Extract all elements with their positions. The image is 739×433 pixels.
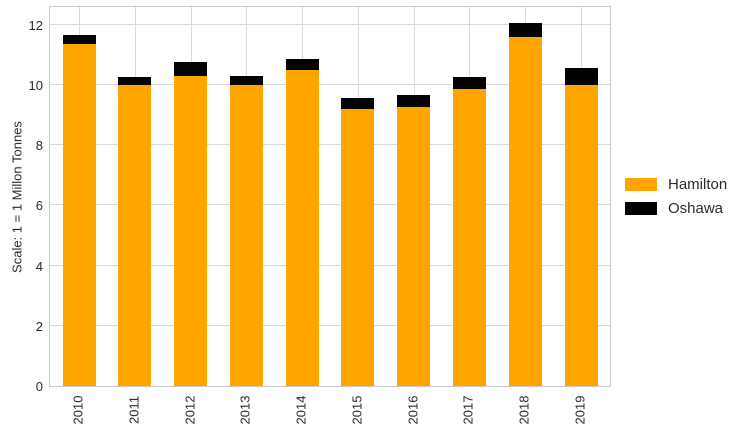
x-tick-label-2018: 2018 — [516, 395, 532, 425]
bar-segment-oshawa-2011 — [118, 77, 152, 85]
bar-segment-oshawa-2010 — [62, 35, 96, 45]
x-tick-label-2013: 2013 — [237, 395, 253, 425]
bar-2010 — [62, 35, 96, 386]
x-tick-label-2019: 2019 — [572, 395, 588, 425]
oshawa-swatch-icon — [625, 202, 657, 215]
bar-segment-hamilton-2019 — [564, 84, 598, 386]
bar-segment-hamilton-2010 — [62, 44, 96, 386]
bar-2016 — [397, 95, 431, 386]
plot-area — [49, 6, 611, 387]
y-tick-label-2: 2 — [35, 318, 43, 334]
gridline-y-12 — [50, 23, 610, 25]
legend-label-hamilton: Hamilton — [668, 176, 728, 193]
bar-segment-hamilton-2012 — [174, 75, 208, 386]
gridline-y-4 — [50, 264, 610, 266]
y-tick-label-4: 4 — [35, 258, 43, 274]
legend-item-oshawa: Oshawa — [625, 201, 727, 216]
bar-segment-hamilton-2011 — [118, 84, 152, 386]
bar-segment-hamilton-2017 — [452, 89, 486, 386]
bar-2017 — [452, 77, 486, 386]
bar-segment-oshawa-2012 — [174, 62, 208, 76]
gridline-y-6 — [50, 204, 610, 206]
bar-2012 — [174, 62, 208, 386]
y-tick-label-10: 10 — [28, 77, 43, 93]
bar-segment-hamilton-2014 — [285, 69, 319, 386]
bar-2018 — [508, 23, 542, 386]
bar-2013 — [229, 75, 263, 386]
legend-item-hamilton: Hamilton — [625, 177, 727, 192]
bar-segment-oshawa-2014 — [285, 59, 319, 70]
x-tick-label-2011: 2011 — [126, 396, 142, 424]
bar-segment-oshawa-2018 — [508, 23, 542, 37]
x-tick-label-2012: 2012 — [182, 395, 198, 425]
bar-segment-oshawa-2017 — [452, 77, 486, 90]
y-tick-label-12: 12 — [28, 17, 43, 33]
bar-segment-hamilton-2018 — [508, 36, 542, 386]
x-tick-label-2010: 2010 — [70, 395, 86, 425]
bar-segment-oshawa-2015 — [341, 98, 375, 109]
y-tick-label-8: 8 — [35, 138, 43, 154]
bar-2011 — [118, 77, 152, 386]
x-tick-label-2014: 2014 — [293, 395, 309, 425]
x-tick-label-2016: 2016 — [405, 395, 421, 425]
bar-segment-hamilton-2013 — [229, 84, 263, 386]
gridline-y-2 — [50, 324, 610, 326]
bar-segment-oshawa-2016 — [397, 95, 431, 108]
legend: Hamilton Oshawa — [625, 177, 727, 225]
bar-2014 — [285, 59, 319, 386]
y-tick-label-6: 6 — [35, 198, 43, 214]
bar-segment-oshawa-2019 — [564, 68, 598, 85]
bar-2019 — [564, 68, 598, 386]
bar-segment-hamilton-2015 — [341, 108, 375, 386]
bar-2015 — [341, 98, 375, 386]
x-tick-label-2017: 2017 — [460, 395, 476, 425]
hamilton-swatch-icon — [625, 178, 657, 191]
gridline-y-8 — [50, 144, 610, 146]
x-tick-label-2015: 2015 — [349, 395, 365, 425]
y-tick-label-0: 0 — [35, 379, 43, 394]
bar-segment-hamilton-2016 — [397, 107, 431, 386]
bar-segment-oshawa-2013 — [229, 75, 263, 85]
legend-label-oshawa: Oshawa — [668, 200, 724, 217]
gridline-y-10 — [50, 83, 610, 85]
